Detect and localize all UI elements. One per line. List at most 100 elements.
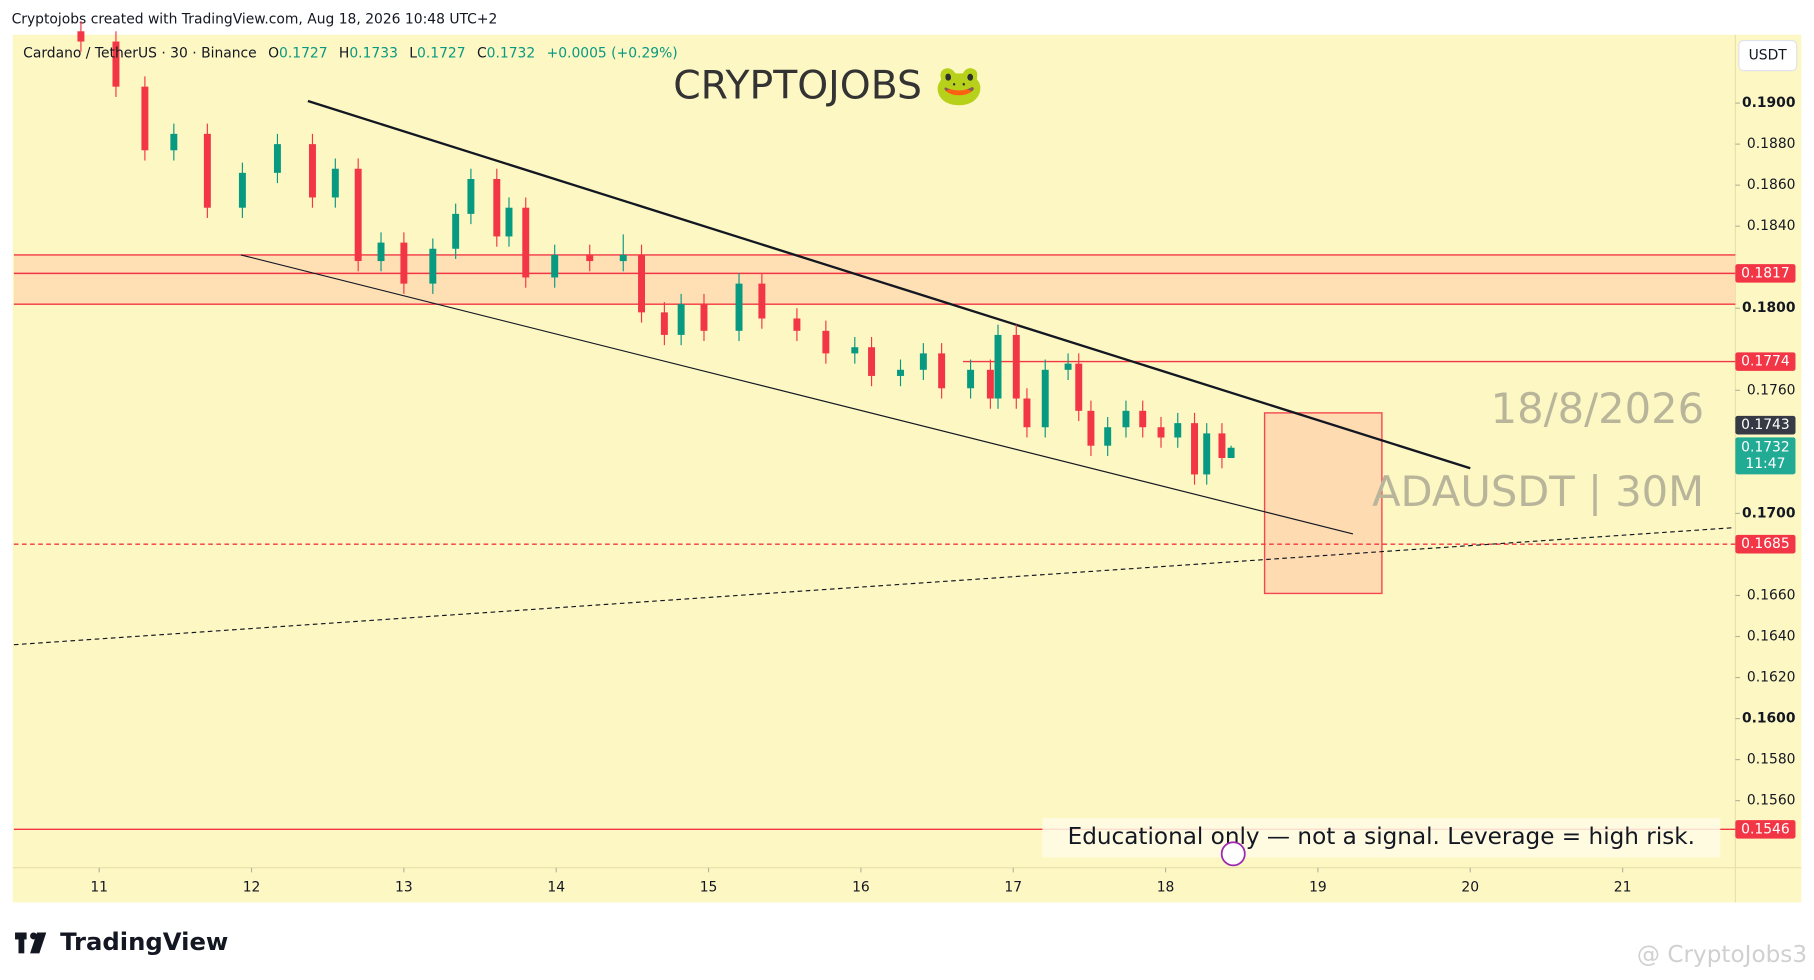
y-tick-label: 0.1760 — [1747, 382, 1796, 398]
candle-body — [273, 144, 281, 173]
candle-body — [308, 144, 316, 198]
candle-body — [1218, 433, 1226, 459]
price-label: 0.1817 — [1741, 265, 1790, 281]
plot — [13, 21, 1736, 831]
candle-body — [377, 242, 385, 262]
candle-body — [986, 369, 994, 399]
y-tick-label: 0.1860 — [1747, 177, 1796, 193]
candle-body — [1104, 427, 1112, 446]
watermark-title: CRYPTOJOBS 🐸 — [673, 62, 983, 108]
candle-body — [1157, 427, 1165, 438]
x-tick-label: 18 — [1157, 879, 1175, 895]
y-tick-label: 0.1640 — [1747, 629, 1796, 645]
candle-body — [1087, 410, 1095, 446]
y-tick-label: 0.1800 — [1742, 300, 1796, 316]
note-box — [1042, 817, 1721, 858]
candle-body — [1064, 363, 1072, 370]
candle-body — [1075, 363, 1083, 411]
x-tick-label: 15 — [700, 879, 718, 895]
candle-body — [203, 133, 211, 208]
note: Educational only — not a signal. Leverag… — [1068, 824, 1695, 850]
x-tick-label: 19 — [1309, 879, 1327, 895]
x-tick-label: 16 — [852, 879, 870, 895]
candle-body — [677, 304, 685, 335]
candle-body — [1227, 447, 1235, 459]
brand-logo — [15, 932, 47, 954]
candle-body — [586, 254, 594, 262]
y-tick-label: 0.1660 — [1747, 587, 1796, 603]
y-tick-label: 0.1900 — [1742, 95, 1796, 111]
last-price: 0.1732 — [1741, 440, 1790, 456]
pair-text: ADAUSDT | 30M — [1372, 467, 1704, 516]
y-tick-label: 0.1620 — [1747, 670, 1796, 686]
last-price-bg — [1735, 437, 1796, 475]
x-tick-label: 21 — [1614, 879, 1632, 895]
candle-body — [758, 283, 766, 319]
candle-body — [700, 304, 708, 331]
y-tick-label: 0.1700 — [1742, 505, 1796, 521]
candle-body — [1174, 423, 1182, 438]
candle-body — [354, 168, 362, 262]
candle-body — [1023, 398, 1031, 428]
x-tick-label: 17 — [1004, 879, 1022, 895]
candle-body — [77, 31, 85, 42]
candle-body — [1122, 410, 1130, 428]
candle-body — [897, 369, 904, 376]
candle-body — [452, 213, 460, 249]
x-tick-label: 11 — [90, 879, 108, 895]
price-label-bg — [1735, 264, 1796, 283]
x-tick-label: 20 — [1461, 879, 1479, 895]
candle-body — [141, 86, 149, 151]
legend: Cardano / TetherUS · 30 · Binance O0.172… — [23, 45, 678, 61]
candle-body — [851, 347, 859, 354]
candle-body — [638, 254, 645, 313]
event-icon[interactable] — [1220, 841, 1246, 867]
candle-body — [522, 207, 530, 278]
currency-button[interactable] — [1738, 39, 1798, 72]
candle-body — [868, 347, 876, 376]
candle-body — [967, 369, 975, 389]
price-label: 0.1743 — [1741, 417, 1790, 433]
candle-body — [938, 353, 946, 389]
price-label-bg — [1735, 534, 1796, 554]
candle-body — [1203, 433, 1211, 475]
candle-body — [793, 318, 801, 331]
x-tick-label: 13 — [395, 879, 413, 895]
candle-body — [619, 254, 627, 262]
candle-body — [1012, 334, 1020, 399]
currency: USDT — [1749, 48, 1788, 64]
candle-body — [467, 178, 475, 214]
candle-body — [1139, 410, 1147, 428]
candle-body — [400, 242, 408, 284]
target-box — [1263, 412, 1383, 595]
candle-body — [505, 207, 513, 237]
brand: TradingView — [60, 927, 228, 956]
trend-line — [307, 99, 1471, 470]
candle-body — [331, 168, 339, 198]
price-label: 0.1685 — [1741, 536, 1790, 552]
trend-line — [240, 254, 1354, 535]
candle-body — [919, 353, 927, 370]
candle-body — [170, 133, 178, 151]
date-text: 18/8/2026 — [1491, 384, 1704, 433]
candle-body — [1041, 369, 1049, 428]
y-tick-label: 0.1600 — [1742, 711, 1796, 727]
price-label-bg — [1735, 415, 1796, 435]
candle-body — [551, 254, 559, 278]
trend-line — [13, 527, 1733, 646]
candle-body — [493, 178, 501, 237]
candle-body — [1191, 423, 1198, 475]
price-label: 0.1774 — [1741, 354, 1790, 370]
price-label-bg — [1735, 352, 1796, 371]
y-tick-label: 0.1560 — [1747, 793, 1796, 809]
y-tick-label: 0.1580 — [1747, 752, 1796, 768]
x-tick-label: 14 — [547, 879, 565, 895]
price-label: 0.1546 — [1741, 821, 1790, 837]
price-label-bg — [1735, 820, 1796, 839]
candle-body — [994, 334, 1002, 399]
candle-body — [112, 41, 120, 87]
y-tick-label: 0.1880 — [1747, 136, 1796, 152]
credit: @ CryptoJobs3 — [1637, 942, 1807, 968]
